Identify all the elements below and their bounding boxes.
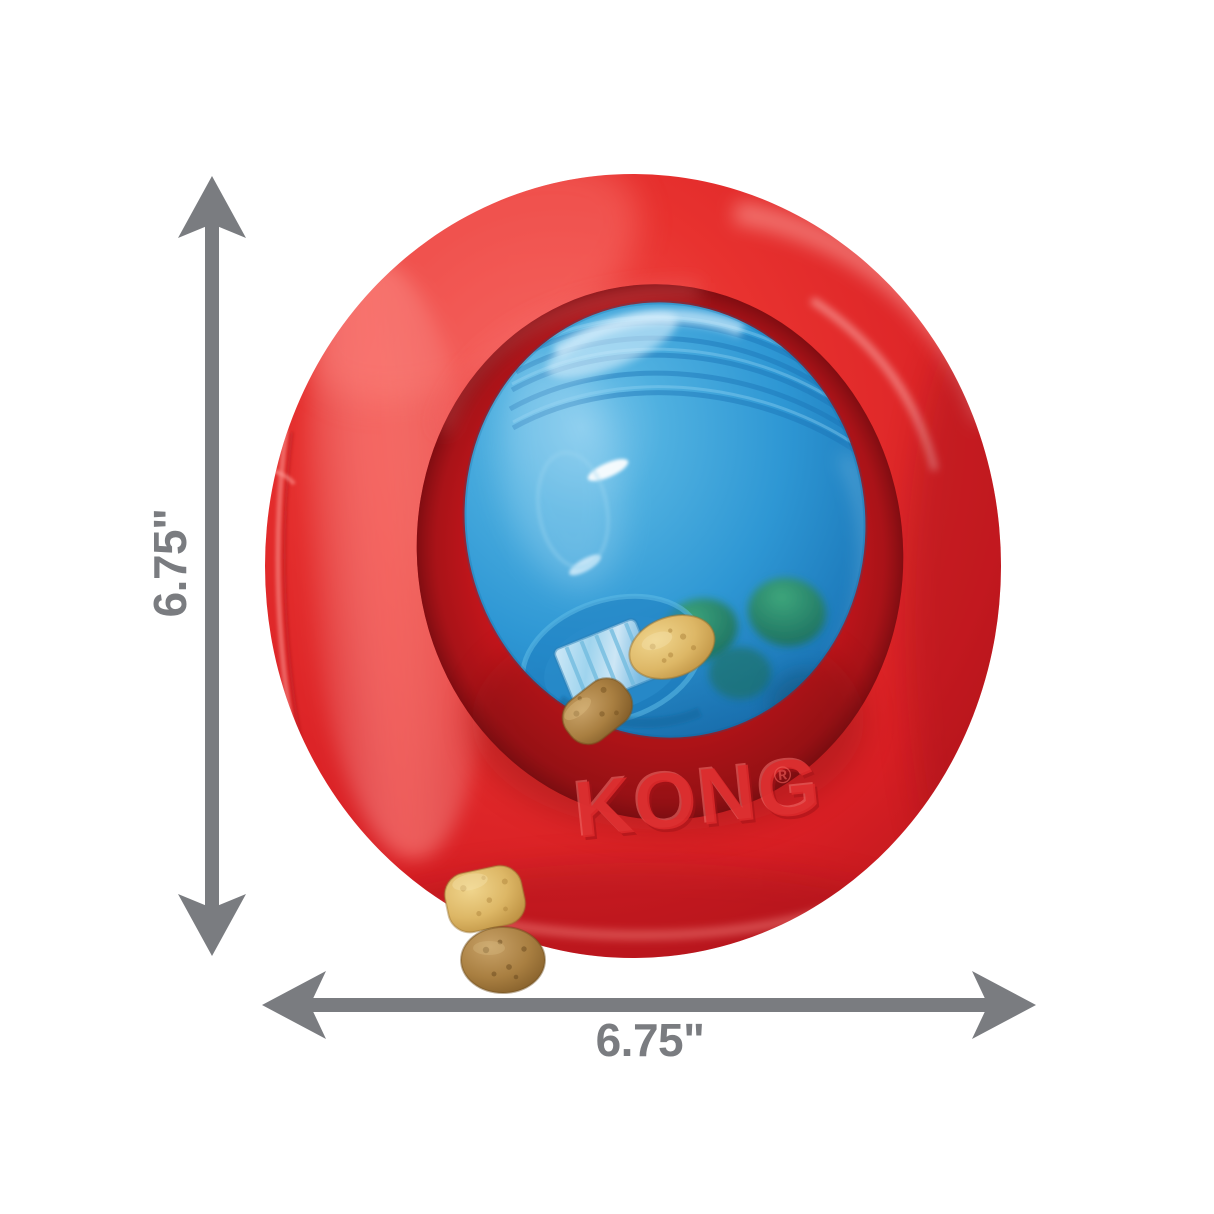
- width-dimension-label: 6.75": [595, 1014, 705, 1066]
- kibble-emerging-upper: [628, 614, 716, 680]
- kibble-dropped-upper: [443, 864, 527, 934]
- svg-text:®: ®: [772, 761, 793, 790]
- kong-embossed-logo: KONG KONG KONG ®: [568, 739, 828, 858]
- height-dimension-arrow: [178, 176, 246, 956]
- height-dimension-label: 6.75": [144, 508, 196, 618]
- blue-treat-ball: [462, 300, 897, 830]
- width-dimension-arrow: [262, 971, 1036, 1039]
- kibble-dropped-lower: [460, 926, 546, 994]
- kibble-emerging-lower: [561, 677, 634, 746]
